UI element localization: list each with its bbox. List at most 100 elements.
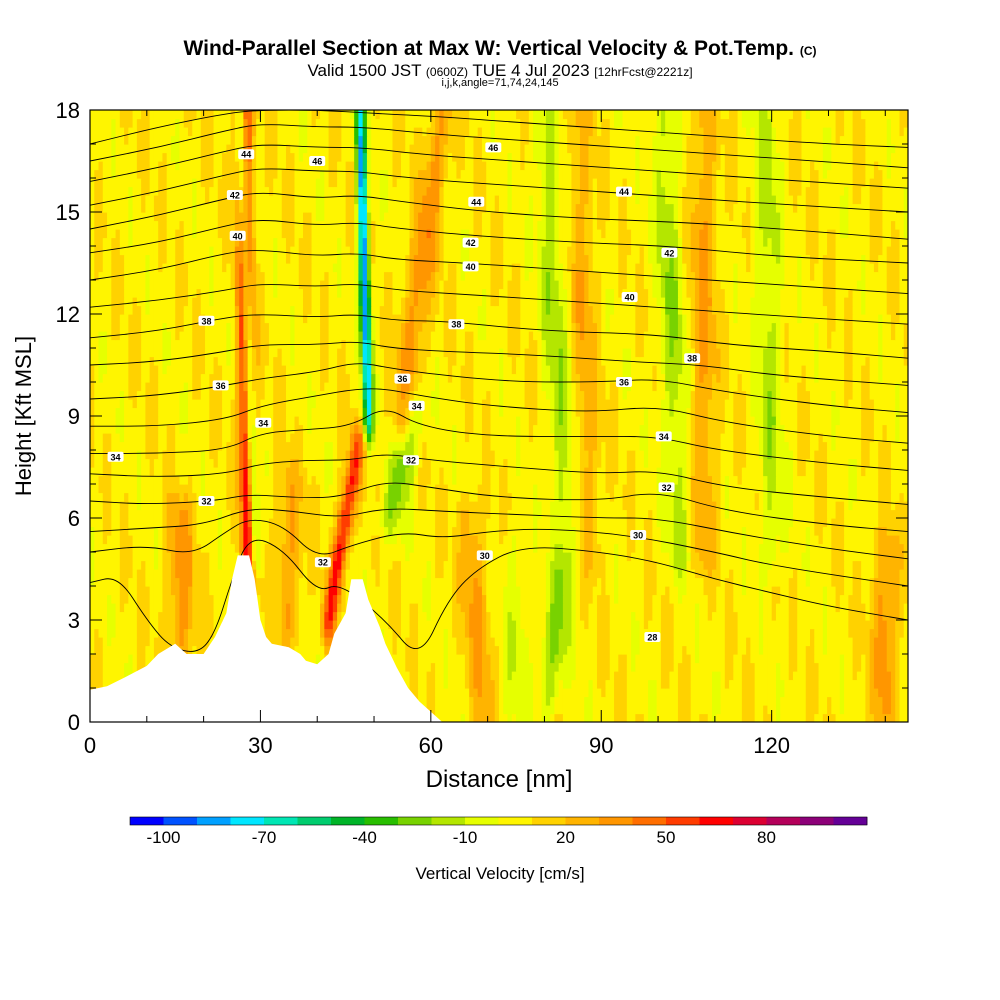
velocity-cell [818,577,824,587]
velocity-cell [814,560,820,570]
velocity-cell [605,654,611,664]
velocity-cell [712,543,717,553]
velocity-cell [584,705,590,715]
velocity-cell [366,552,372,562]
velocity-cell [767,586,773,596]
velocity-cell [490,569,496,579]
velocity-cell [430,645,436,655]
velocity-cell [554,645,560,655]
velocity-cell [784,611,790,621]
velocity-cell [805,509,811,519]
velocity-cell [205,543,210,553]
velocity-cell [430,501,436,511]
velocity-cell [554,696,560,706]
velocity-cell [741,560,747,570]
velocity-cell [273,594,279,604]
velocity-cell [102,586,108,596]
velocity-cell [537,620,543,630]
velocity-cell [648,518,653,528]
velocity-cell [516,603,521,613]
velocity-cell [481,645,487,655]
velocity-cell [136,620,142,630]
velocity-cell [102,637,108,647]
velocity-cell [873,509,879,519]
velocity-cell [733,620,739,630]
velocity-cell [311,552,317,562]
velocity-cell [260,594,266,604]
velocity-cell [882,662,888,672]
velocity-cell [494,552,500,562]
velocity-cell [473,705,479,715]
velocity-cell [499,705,504,715]
velocity-cell [187,645,193,655]
velocity-cell [844,662,849,672]
velocity-cell [622,696,628,706]
velocity-cell [111,594,117,604]
velocity-cell [158,518,164,528]
velocity-cell [247,552,253,562]
velocity-cell [469,552,475,562]
velocity-cell [447,603,453,613]
velocity-cell [452,586,457,596]
velocity-cell [631,645,636,655]
velocity-cell [575,654,581,664]
velocity-cell [635,577,641,587]
velocity-cell [729,577,734,587]
velocity-cell [648,620,653,630]
velocity-cell [571,543,577,553]
velocity-cell [345,535,351,545]
velocity-cell [345,543,351,553]
velocity-cell [801,586,807,596]
velocity-cell [486,671,492,681]
velocity-cell [767,518,773,528]
velocity-cell [379,501,385,511]
velocity-cell [396,611,402,621]
velocity-cell [899,662,905,672]
velocity-cell [886,688,892,698]
velocity-cell [686,518,692,528]
velocity-cell [439,560,445,570]
velocity-cell [835,586,841,596]
velocity-cell [277,586,283,596]
velocity-cell [507,518,513,528]
velocity-cell [686,501,692,511]
velocity-cell [315,594,321,604]
velocity-cell [716,543,722,553]
velocity-cell [294,586,300,596]
velocity-cell [545,688,551,698]
velocity-cell [545,509,551,519]
velocity-cell [511,535,517,545]
velocity-cell [805,569,811,579]
velocity-cell [443,603,449,613]
velocity-cell [882,518,888,528]
velocity-cell [315,620,321,630]
velocity-cell [162,552,168,562]
velocity-cell [124,603,129,613]
velocity-cell [712,509,717,519]
velocity-cell [643,594,649,604]
velocity-cell [865,526,871,536]
velocity-cell [418,671,423,681]
velocity-cell [268,535,274,545]
velocity-cell [873,696,879,706]
velocity-cell [694,518,700,528]
velocity-cell [166,577,172,587]
velocity-cell [741,620,747,630]
velocity-cell [520,518,526,528]
velocity-cell [111,560,117,570]
velocity-cell [439,543,445,553]
velocity-cell [128,552,134,562]
velocity-cell [882,654,888,664]
velocity-cell [737,543,743,553]
velocity-cell [311,628,317,638]
velocity-cell [520,611,526,621]
velocity-cell [273,628,279,638]
velocity-cell [712,518,717,528]
velocity-cell [614,637,619,647]
velocity-cell [490,603,496,613]
velocity-cell [409,535,415,545]
velocity-cell [499,594,504,604]
velocity-cell [94,543,100,553]
velocity-cell [699,654,705,664]
velocity-cell [533,637,538,647]
